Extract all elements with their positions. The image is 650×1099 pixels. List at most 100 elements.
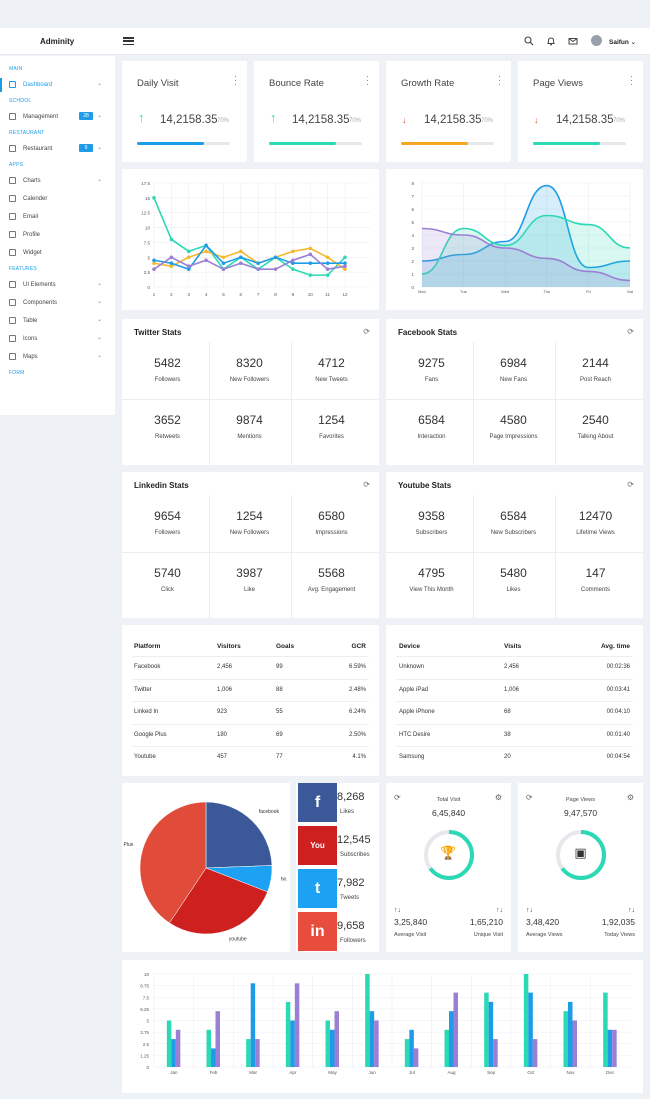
social-label: Followers — [340, 938, 366, 944]
social-value: 7,982 — [337, 877, 365, 889]
ring-card-total-visit: ⟳ ⚙ Total Visit 6,45,840 🏆 ↑↓ ↑↓ 3,25,840 1,65,2… — [386, 783, 511, 952]
chevron-down-icon: ⌄ — [97, 145, 103, 151]
data-point — [325, 273, 330, 277]
stat-cell: 5482 Followers — [125, 356, 210, 383]
chevron-down-icon: ⌄ — [97, 113, 103, 119]
divider — [473, 495, 474, 618]
kpi-percent: 70% — [217, 118, 230, 124]
x-tick-label: 2 — [170, 292, 173, 297]
sidebar-item-icons[interactable]: Icons ⌄ — [0, 332, 115, 346]
sidebar-item-profile[interactable]: Profile — [0, 228, 115, 242]
row-divider — [396, 746, 633, 747]
social-value: 8,268 — [337, 791, 365, 803]
bar-chart: 0 1.25 2.5 3.75 5 6.25 7.5 8.75 10 Jan Feb Mar Apr Ma… — [140, 972, 630, 1075]
y-tick-label: 0 — [411, 285, 414, 290]
sidebar-item-email[interactable]: Email — [0, 210, 115, 224]
x-tick-label: 3 — [187, 292, 190, 297]
sidebar-item-dashboard[interactable]: Dashboard ⌄ — [0, 78, 115, 92]
avatar[interactable] — [591, 35, 602, 46]
left-label: Average Visit — [394, 932, 427, 938]
data-point — [221, 267, 226, 271]
arrow-down-icon: ↓ — [534, 115, 539, 125]
table-cell: 99 — [276, 664, 283, 670]
sidebar-item-label: Email — [23, 214, 39, 220]
refresh-icon[interactable]: ⟳ — [363, 327, 370, 336]
data-point — [239, 261, 243, 266]
bell-icon[interactable] — [546, 36, 556, 46]
stat-cell: 9275 Fans — [389, 356, 474, 383]
more-options-icon[interactable]: · · · — [498, 71, 501, 89]
sidebar-item-table[interactable]: Table ⌄ — [0, 314, 115, 328]
more-options-icon[interactable]: · · · — [630, 71, 633, 89]
x-tick-label: Sep — [487, 1070, 496, 1075]
sidebar-item-label: Charts — [23, 178, 41, 184]
table-cell: 38 — [504, 731, 511, 738]
table-cell: Google Plus — [134, 731, 167, 738]
sidebar-item-components[interactable]: Components ⌄ — [0, 296, 115, 310]
youtube-icon[interactable]: You — [298, 826, 337, 865]
sidebar-item-maps[interactable]: Maps ⌄ — [0, 350, 115, 364]
refresh-icon[interactable]: ⟳ — [363, 480, 370, 489]
stat-value: 9358 — [418, 509, 445, 523]
refresh-icon[interactable]: ⟳ — [394, 793, 401, 802]
bar — [603, 992, 608, 1067]
refresh-icon[interactable]: ⟳ — [526, 793, 533, 802]
stat-cell: 3652 Retweets — [125, 413, 210, 440]
stat-label: Impressions — [315, 530, 348, 536]
data-point — [186, 267, 191, 271]
linkedin-icon[interactable]: in — [298, 912, 337, 951]
y-tick-label: 7.5 — [144, 240, 151, 245]
data-point — [343, 267, 347, 271]
pie-label: tw. — [281, 877, 287, 883]
search-icon[interactable] — [524, 36, 534, 46]
table-cell: Samsung — [399, 754, 425, 760]
divider — [122, 399, 379, 400]
left-value: 3,48,420 — [526, 917, 560, 927]
sidebar-item-widget[interactable]: Widget — [0, 246, 115, 260]
data-point — [239, 249, 243, 254]
gear-icon[interactable]: ⚙ — [626, 793, 634, 802]
refresh-icon[interactable]: ⟳ — [627, 480, 634, 489]
hamburger-menu-icon[interactable] — [123, 37, 134, 46]
kpi-value: 14,2158.35 — [160, 114, 218, 126]
more-options-icon[interactable]: · · · — [234, 71, 237, 89]
y-tick-label: 10 — [144, 972, 150, 977]
more-options-icon[interactable]: · · · — [366, 71, 369, 89]
table-icon — [9, 317, 16, 324]
sidebar-item-charts[interactable]: Charts ⌄ — [0, 174, 115, 188]
data-point — [291, 267, 295, 271]
y-tick-label: 3 — [411, 246, 414, 251]
stat-value: 6584 — [418, 413, 445, 427]
stat-value: 2540 — [582, 413, 609, 427]
x-tick-label: Wed — [501, 289, 509, 294]
progress-track — [269, 142, 362, 145]
edit-icon — [9, 113, 16, 120]
x-tick-label: Thu — [543, 289, 550, 294]
bar — [484, 992, 489, 1067]
facebook-icon[interactable]: f — [298, 783, 337, 822]
kpi-card-growth-rate: Growth Rate · · · ↓ 14,2158.35 70% — [386, 61, 511, 162]
table-cell: 2.48% — [348, 686, 366, 693]
mail-icon[interactable] — [568, 36, 578, 46]
pie-label: Plus — [124, 842, 134, 848]
stat-label: Like — [243, 587, 255, 593]
wallet-icon: ▣ — [574, 845, 587, 860]
twitter-icon[interactable]: t — [298, 869, 337, 908]
stat-value: 1254 — [318, 413, 345, 427]
sidebar-item-calender[interactable]: Calender — [0, 192, 115, 206]
data-point — [256, 267, 260, 271]
user-menu[interactable]: Saifun ⌄ — [609, 39, 637, 46]
stat-label: Followers — [154, 377, 181, 383]
x-tick-label: Nov — [566, 1070, 575, 1075]
sidebar-item-restaurant[interactable]: Restaurant 9 ⌄ — [0, 142, 115, 156]
stat-label: New Followers — [229, 530, 270, 536]
home-icon — [9, 81, 16, 88]
box-icon — [9, 299, 16, 306]
sidebar-item-ui-elements[interactable]: UI Elements ⌄ — [0, 278, 115, 292]
refresh-icon[interactable]: ⟳ — [627, 327, 634, 336]
stats-card-linkedin-stats: Linkedin Stats ⟳ 9654 Followers 1254 New Foll… — [122, 472, 379, 618]
sidebar-item-management[interactable]: Management 28 ⌄ — [0, 110, 115, 124]
stat-label: New Followers — [229, 377, 270, 383]
gear-icon[interactable]: ⚙ — [494, 793, 502, 802]
bar-chart-icon — [9, 177, 16, 184]
